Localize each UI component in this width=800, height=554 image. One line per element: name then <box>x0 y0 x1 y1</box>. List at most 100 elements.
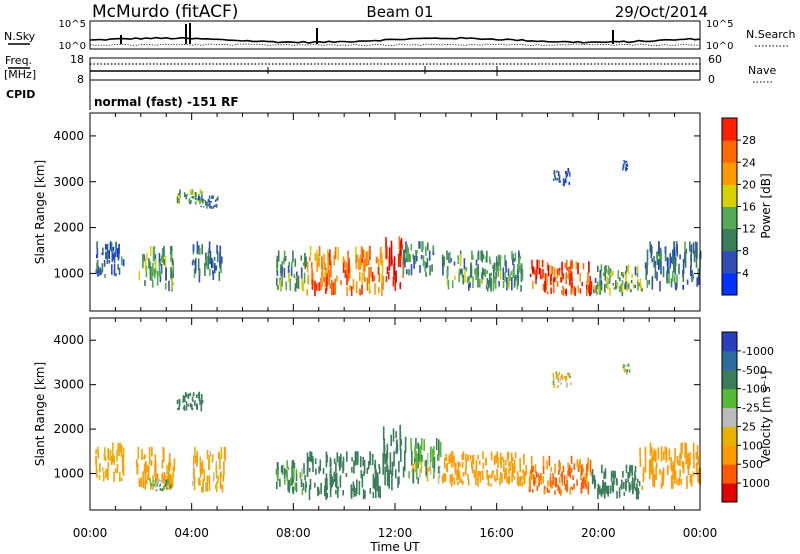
range-cell <box>677 460 680 465</box>
range-cell <box>426 467 429 482</box>
range-cell <box>546 273 548 286</box>
range-cell <box>329 283 332 289</box>
range-cell <box>191 396 194 401</box>
range-cell <box>207 199 210 203</box>
range-cell <box>627 264 630 274</box>
range-cell <box>680 478 683 485</box>
noise-search-label: N.Search <box>746 28 796 41</box>
range-cell <box>382 275 384 290</box>
range-cell <box>197 198 200 203</box>
colorbar-step <box>722 272 737 296</box>
range-cell <box>142 480 145 489</box>
range-cell <box>581 281 583 287</box>
range-cell <box>653 448 656 461</box>
range-cell <box>519 476 522 487</box>
range-cell <box>592 477 594 481</box>
range-cell <box>609 268 612 274</box>
range-cell <box>163 472 166 483</box>
range-cell <box>571 281 573 289</box>
range-cell <box>199 197 201 201</box>
range-cell <box>499 269 502 280</box>
range-cell <box>360 470 363 479</box>
range-cell <box>660 447 663 455</box>
range-cell <box>356 254 358 262</box>
range-cell <box>646 264 648 275</box>
range-cell <box>295 482 298 493</box>
range-cell <box>318 245 321 257</box>
range-cell <box>684 252 687 268</box>
range-cell <box>164 483 167 487</box>
range-cell <box>651 447 653 454</box>
range-cell <box>678 263 680 275</box>
range-cell <box>533 477 536 487</box>
range-cell <box>580 469 582 481</box>
range-cell <box>143 463 146 473</box>
range-cell <box>204 201 207 203</box>
range-cell <box>612 282 614 286</box>
range-cell <box>218 451 220 459</box>
range-cell <box>156 474 159 480</box>
range-cell <box>144 258 147 271</box>
range-cell <box>399 431 402 451</box>
range-cell <box>105 244 107 250</box>
range-cell <box>685 453 687 465</box>
range-cell <box>471 460 473 469</box>
range-cell <box>189 189 192 194</box>
range-cell <box>557 374 559 378</box>
range-cell <box>199 247 201 255</box>
range-cell <box>664 446 667 455</box>
range-cell <box>361 247 363 259</box>
range-cell <box>209 256 212 265</box>
range-cell <box>565 289 567 295</box>
range-cell <box>612 481 615 492</box>
range-cell <box>150 483 152 487</box>
range-cell <box>692 242 695 254</box>
range-cell <box>520 268 523 283</box>
range-cell <box>610 470 613 482</box>
range-cell <box>337 247 340 261</box>
range-cell <box>425 459 427 476</box>
range-cell <box>538 475 540 485</box>
range-cell <box>191 195 194 199</box>
range-cell <box>541 259 544 268</box>
range-cell <box>152 475 154 490</box>
range-cell <box>369 451 371 464</box>
range-cell <box>304 257 306 269</box>
range-cell <box>364 277 366 282</box>
range-cell <box>449 478 452 483</box>
range-cell <box>415 438 417 449</box>
range-cell <box>561 375 563 377</box>
range-cell <box>392 276 395 287</box>
range-cell <box>192 394 195 397</box>
range-cell <box>432 251 435 256</box>
range-cell <box>100 269 103 275</box>
scatter-region <box>408 438 442 485</box>
range-cell <box>634 267 637 276</box>
range-cell <box>552 178 555 181</box>
range-cell <box>597 265 599 273</box>
range-cell <box>558 267 561 271</box>
range-cell <box>352 279 355 290</box>
range-cell <box>358 480 361 496</box>
range-cell <box>329 487 332 498</box>
range-cell <box>471 465 474 474</box>
range-cell <box>504 254 506 267</box>
range-cell <box>477 264 480 276</box>
range-cell <box>417 442 419 449</box>
range-cell <box>114 468 117 473</box>
range-cell <box>161 460 164 469</box>
range-cell <box>554 267 556 277</box>
range-cell <box>379 486 381 499</box>
range-cell <box>398 461 400 473</box>
range-cell <box>675 282 678 291</box>
scatter-region <box>552 371 572 389</box>
range-cell <box>214 263 216 274</box>
range-cell <box>623 364 626 368</box>
range-cell <box>556 274 559 279</box>
range-cell <box>562 273 564 280</box>
x-tick-label: 16:00 <box>479 526 514 540</box>
range-cell <box>406 269 408 275</box>
range-cell <box>110 242 113 253</box>
range-cell <box>111 449 114 455</box>
range-cell <box>156 483 159 487</box>
